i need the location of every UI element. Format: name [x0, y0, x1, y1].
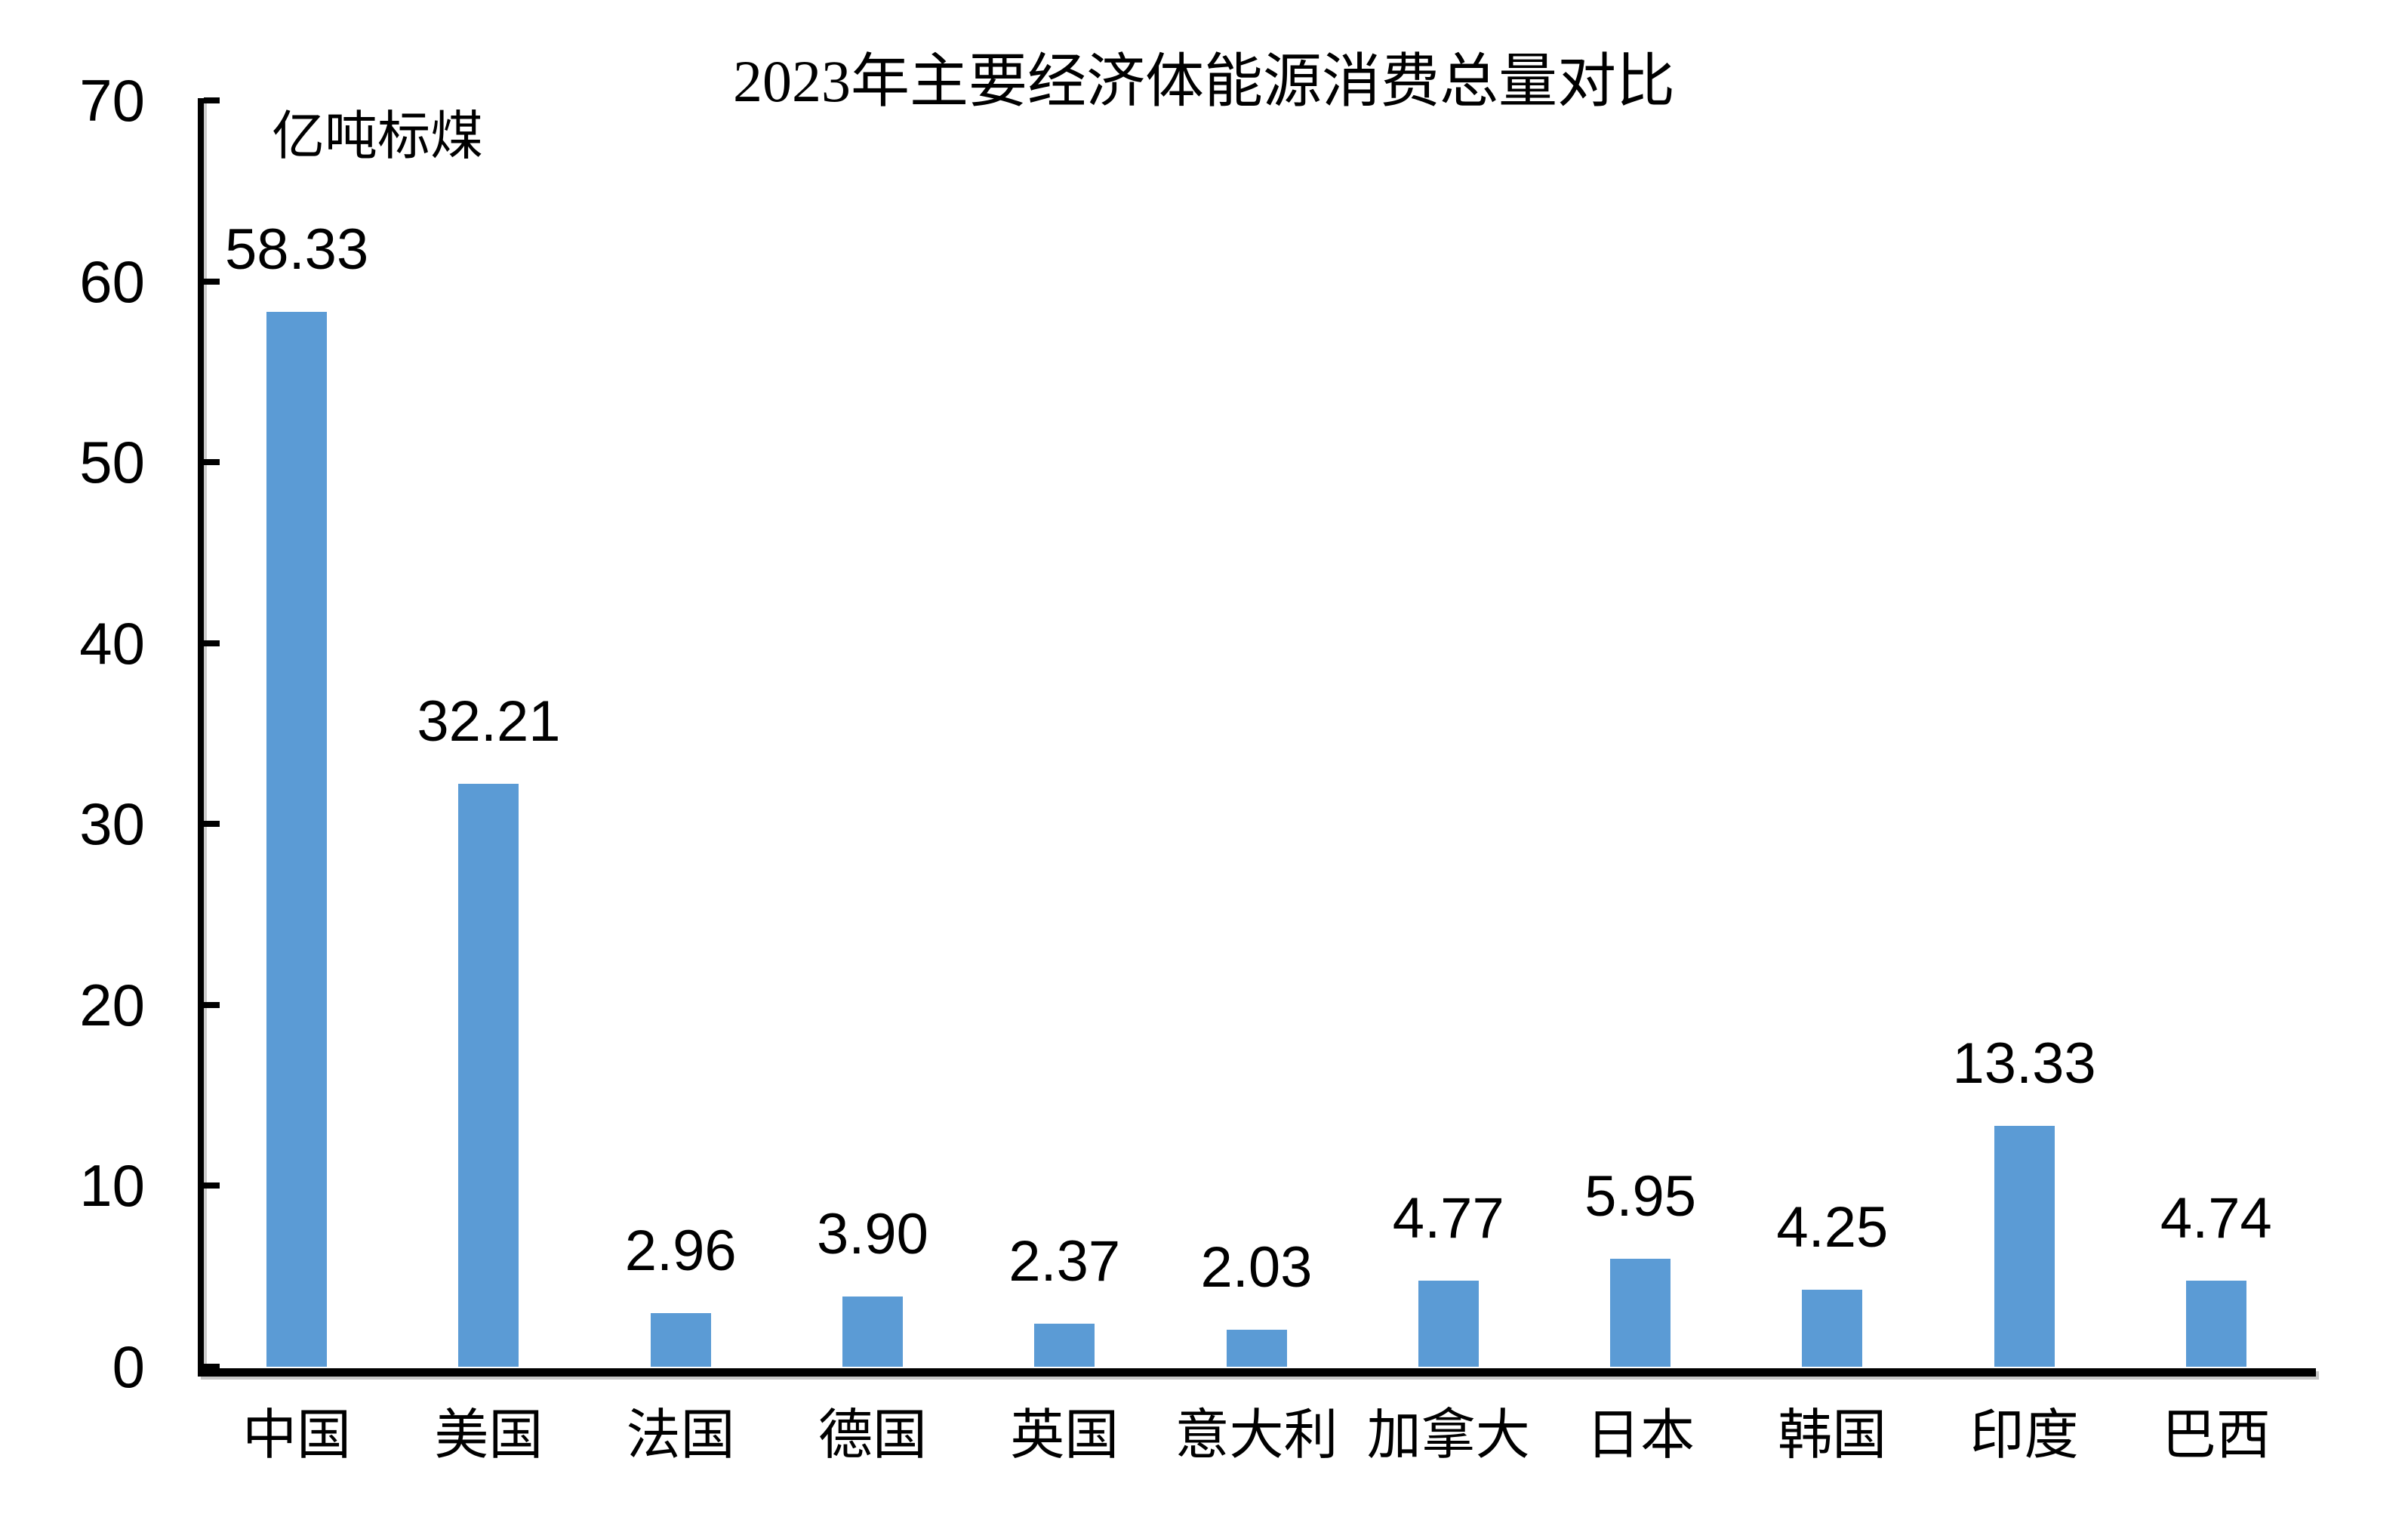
bar-value-label: 2.37	[1008, 1229, 1121, 1294]
bar	[842, 1296, 903, 1367]
y-tick-label: 70	[79, 67, 145, 134]
bar-value-label: 13.33	[1952, 1031, 2096, 1096]
bar	[458, 784, 519, 1367]
y-tick	[204, 97, 220, 103]
bar	[2185, 1281, 2246, 1367]
category-label: 日本	[1586, 1405, 1695, 1466]
bar	[1802, 1290, 1863, 1367]
bar-value-label: 4.74	[2160, 1186, 2272, 1251]
category-label: 意大利	[1175, 1405, 1338, 1466]
bar	[1418, 1280, 1479, 1367]
y-tick	[204, 459, 220, 466]
category-label: 中国	[242, 1405, 352, 1466]
bar	[1610, 1259, 1671, 1367]
bar-value-label: 2.03	[1200, 1235, 1313, 1300]
bar-value-label: 5.95	[1584, 1164, 1696, 1229]
y-tick	[204, 1001, 220, 1008]
category-label: 加拿大	[1366, 1405, 1530, 1466]
bar-value-label: 3.90	[816, 1201, 928, 1266]
category-label: 韩国	[1778, 1405, 1887, 1466]
y-tick	[204, 1364, 220, 1370]
y-tick-label: 40	[79, 609, 145, 677]
y-axis-unit-label: 亿吨标煤	[272, 108, 483, 166]
y-tick	[204, 278, 220, 285]
y-tick-label: 0	[112, 1334, 145, 1400]
y-tick	[204, 1182, 220, 1189]
y-axis-line	[198, 98, 204, 1369]
bar	[266, 311, 328, 1367]
bar	[1034, 1324, 1095, 1367]
category-label: 德国	[818, 1405, 927, 1466]
y-tick	[204, 821, 220, 828]
bar-value-label: 2.96	[624, 1219, 737, 1284]
y-tick-label: 60	[79, 248, 145, 315]
bar-value-label: 32.21	[417, 689, 561, 754]
chart-title: 2023年主要经济体能源消费总量对比	[732, 48, 1675, 114]
bar-value-label: 58.33	[225, 217, 369, 282]
x-axis-line	[198, 1368, 2316, 1377]
bar	[650, 1313, 711, 1367]
y-tick-label: 10	[79, 1152, 145, 1219]
bar-value-label: 4.25	[1776, 1195, 1889, 1260]
y-tick-label: 30	[79, 791, 145, 858]
bar	[1994, 1125, 2055, 1367]
y-tick	[204, 640, 220, 646]
bar-value-label: 4.77	[1392, 1186, 1504, 1250]
category-label: 美国	[434, 1405, 543, 1466]
y-tick-label: 20	[79, 971, 145, 1038]
category-label: 法国	[626, 1405, 735, 1466]
y-tick-label: 50	[79, 429, 145, 496]
category-label: 巴西	[2161, 1405, 2271, 1466]
bar	[1226, 1330, 1287, 1367]
category-label: 印度	[1969, 1405, 2079, 1466]
category-label: 英国	[1010, 1405, 1119, 1466]
